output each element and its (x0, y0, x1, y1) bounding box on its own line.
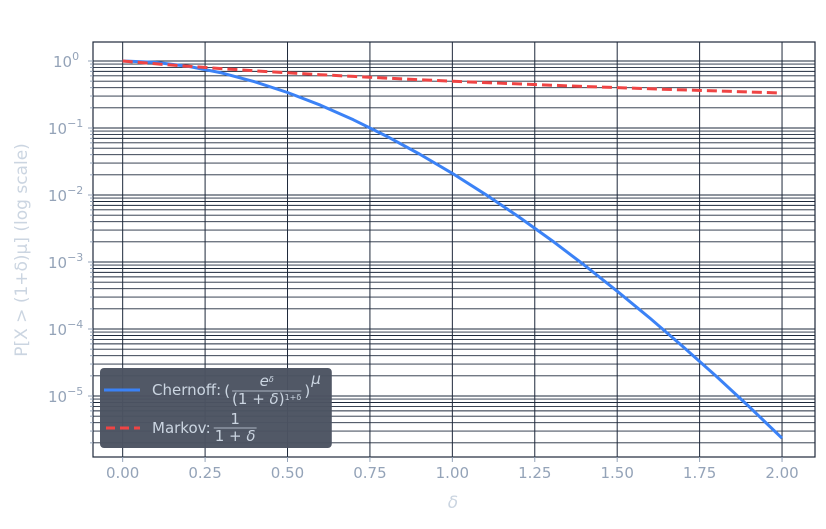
x-axis: 0.00 0.25 0.50 0.75 1.00 1.25 1.50 1.75 2.00 (106, 457, 799, 482)
legend-frac-den-markov: 1 + δ (215, 427, 256, 445)
legend-label-markov: Markov: (152, 419, 211, 437)
legend-frac-den-chernoff: (1 + δ)1+δ (232, 390, 301, 408)
y-tick-label: 10−4 (48, 318, 83, 339)
series-chernoff-line (122, 59, 784, 440)
y-tick-label: 10−5 (48, 385, 83, 406)
x-tick-label: 1.25 (518, 464, 551, 482)
x-tick-label: 0.00 (106, 464, 139, 482)
y-tick-label: 10−1 (48, 117, 83, 138)
x-tick-label: 2.00 (765, 464, 798, 482)
x-tick-label: 0.50 (271, 464, 304, 482)
series-markov-line (122, 59, 783, 95)
x-tick-label: 1.50 (600, 464, 633, 482)
plot-frame (92, 41, 816, 458)
legend-open-paren: ( (224, 382, 230, 400)
series-lines (122, 59, 784, 440)
x-tick-label: 0.25 (188, 464, 221, 482)
legend: Chernoff: ( eδ (1 + δ)1+δ ) μ Markov: 1 … (100, 368, 332, 448)
y-tick-label: 10−2 (48, 184, 83, 205)
y-tick-label: 100 (53, 50, 79, 71)
legend-frac-num-markov: 1 (230, 410, 240, 428)
y-tick-label: 10−3 (48, 251, 83, 272)
x-tick-label: 0.75 (353, 464, 386, 482)
x-axis-label: δ (448, 493, 458, 513)
y-axis-label: P[X > (1+δ)μ] (log scale) (12, 143, 32, 357)
legend-box (100, 368, 332, 448)
x-tick-label: 1.00 (436, 464, 469, 482)
legend-close-paren: ) (304, 382, 310, 400)
legend-label-chernoff: Chernoff: (152, 381, 221, 399)
legend-exponent-mu: μ (310, 370, 321, 388)
x-tick-label: 1.75 (683, 464, 716, 482)
y-axis: 100 10−1 10−2 10−3 10−4 10−5 (48, 50, 93, 444)
